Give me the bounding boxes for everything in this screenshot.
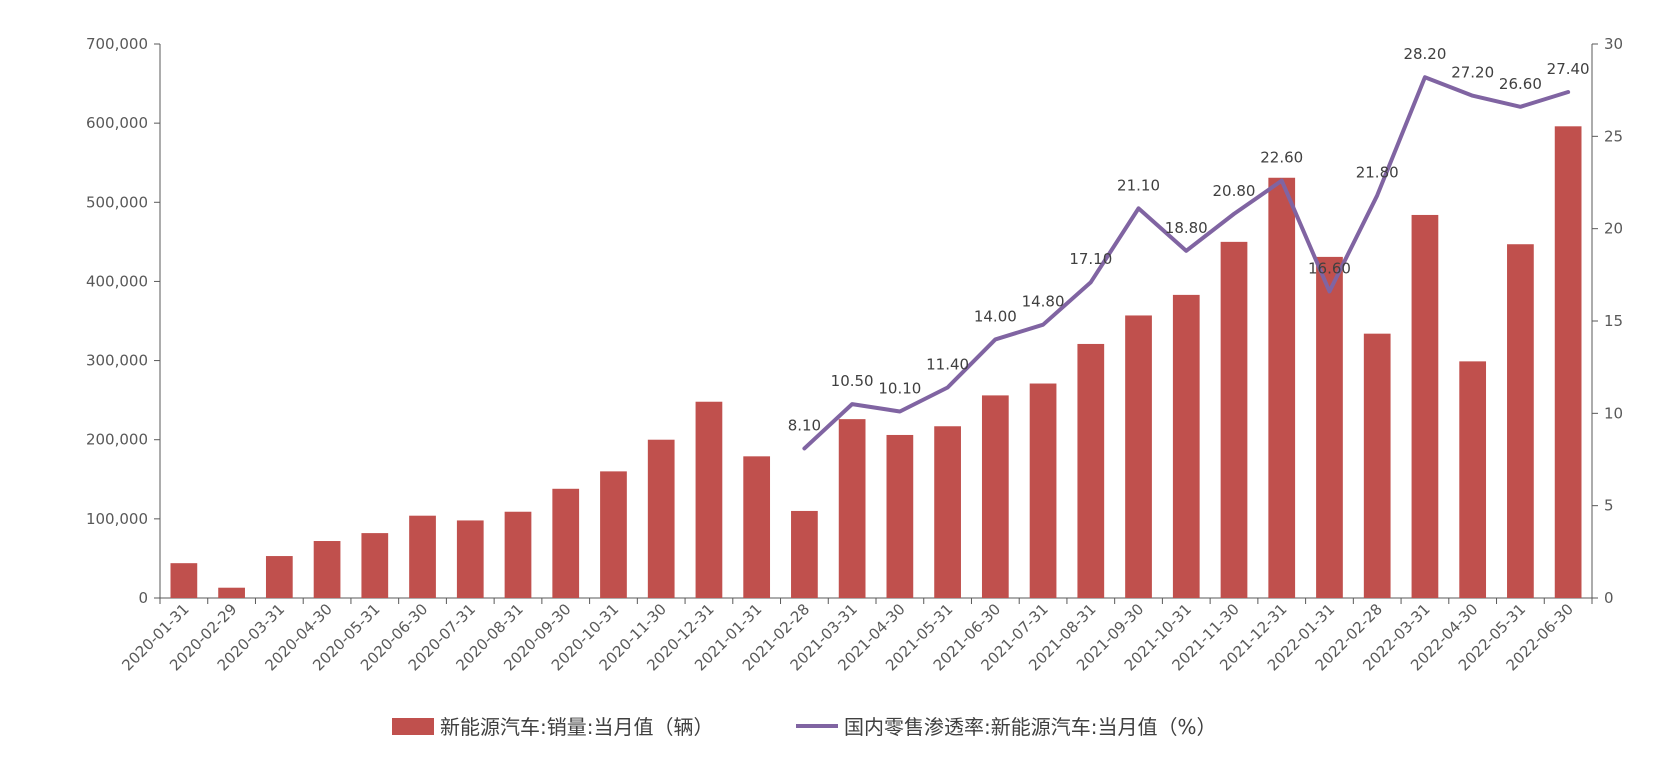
- bar: [1363, 333, 1391, 598]
- bar: [1554, 126, 1582, 599]
- y-right-tick-label: 25: [1604, 127, 1623, 145]
- bar: [791, 510, 818, 598]
- y-right-tick-label: 0: [1604, 589, 1614, 607]
- bar: [1125, 315, 1152, 598]
- bar: [552, 488, 580, 598]
- line-data-label: 18.80: [1165, 219, 1208, 237]
- legend-line-label: 国内零售渗透率:新能源汽车:当月值（%）: [844, 715, 1216, 739]
- y-right-tick-label: 20: [1604, 220, 1623, 238]
- y-left-tick-label: 700,000: [86, 35, 148, 53]
- line-data-label: 10.10: [878, 379, 921, 397]
- bar: [1029, 383, 1057, 598]
- bar: [313, 541, 341, 598]
- line-data-label: 14.80: [1022, 293, 1065, 311]
- y-left-tick-label: 600,000: [86, 114, 148, 132]
- bar: [600, 471, 627, 598]
- bar: [886, 434, 914, 598]
- bar: [1220, 241, 1248, 598]
- line-data-label: 16.60: [1308, 259, 1351, 277]
- legend-bar-label: 新能源汽车:销量:当月值（辆）: [440, 715, 713, 739]
- bar: [743, 456, 771, 598]
- y-left-tick-label: 400,000: [86, 272, 148, 290]
- bar: [1411, 214, 1439, 598]
- bar: [1268, 177, 1296, 598]
- bar: [1172, 294, 1200, 598]
- bar: [1507, 244, 1534, 598]
- legend: 新能源汽车:销量:当月值（辆） 国内零售渗透率:新能源汽车:当月值（%）: [392, 715, 1216, 739]
- bar: [981, 395, 1009, 598]
- bar: [504, 511, 532, 598]
- line-path: [802, 75, 1571, 451]
- y-left-tick-label: 100,000: [86, 510, 148, 528]
- line-data-label: 27.20: [1451, 64, 1494, 82]
- y-right-tick-label: 10: [1604, 404, 1623, 422]
- bar: [218, 587, 245, 598]
- y-right-tick-label: 5: [1604, 497, 1614, 515]
- bar: [1077, 343, 1105, 598]
- line-data-label: 11.40: [926, 355, 969, 373]
- line-data-label: 21.80: [1356, 163, 1399, 181]
- bar: [170, 563, 198, 598]
- bar: [934, 426, 961, 598]
- y-left-tick-label: 500,000: [86, 193, 148, 211]
- bar: [647, 439, 675, 598]
- bar: [838, 419, 866, 598]
- line-data-label: 10.50: [831, 372, 874, 390]
- y-left-tick-label: 0: [138, 589, 148, 607]
- bar: [695, 401, 723, 598]
- line-series: [802, 75, 1571, 451]
- line-data-label: 21.10: [1117, 176, 1160, 194]
- line-data-label: 27.40: [1547, 60, 1590, 78]
- bar: [361, 533, 389, 598]
- bar: [456, 520, 484, 598]
- line-data-label: 26.60: [1499, 75, 1542, 93]
- line-data-label: 28.20: [1403, 45, 1446, 63]
- y-right-tick-label: 15: [1604, 312, 1623, 330]
- line-data-label: 20.80: [1213, 182, 1256, 200]
- bar: [1316, 256, 1343, 598]
- legend-bar-swatch: [392, 718, 434, 735]
- bar: [265, 556, 293, 598]
- y-left-tick-label: 200,000: [86, 431, 148, 449]
- line-data-label: 17.10: [1069, 250, 1112, 268]
- line-data-label: 22.60: [1260, 149, 1303, 167]
- bar: [409, 515, 436, 598]
- y-left-tick-label: 300,000: [86, 352, 148, 370]
- line-data-label: 8.10: [788, 416, 821, 434]
- y-right-tick-label: 30: [1604, 35, 1623, 53]
- bar-series: [170, 126, 1582, 599]
- line-data-label: 14.00: [974, 307, 1017, 325]
- bar: [1459, 361, 1487, 598]
- data-labels: 8.10 10.50 10.10 11.40 14.00 14.80 17.10 21.10 1…: [788, 45, 1590, 434]
